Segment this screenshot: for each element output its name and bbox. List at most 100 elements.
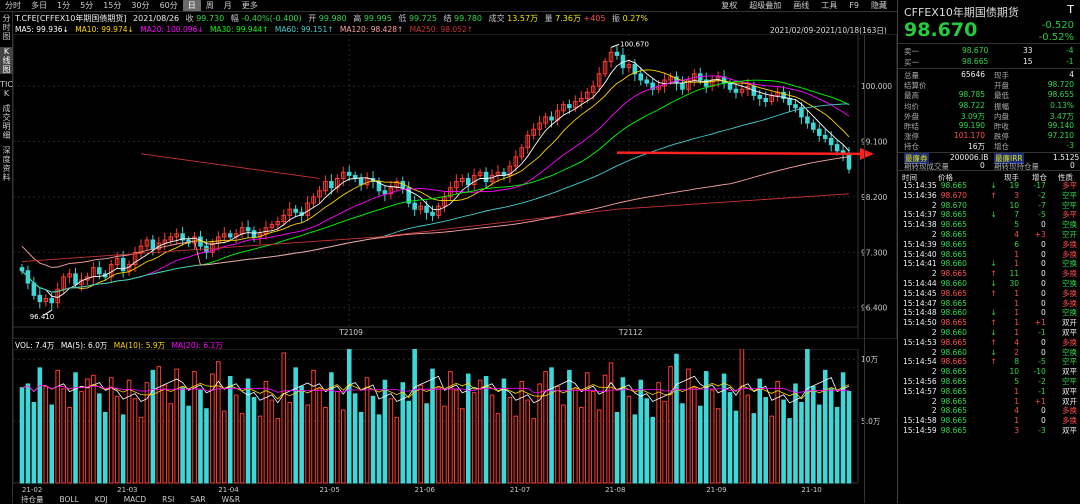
candle-74 [459,174,465,187]
tf-2[interactable]: 1分 [57,1,71,10]
tf-10[interactable]: 更多 [241,1,258,10]
candle-106 [650,78,655,96]
indicator-tabs: 持仓量 BOLL KDJ MACD RSI SAR W&R [13,495,248,504]
ma20-line [21,75,850,293]
chart-scrollbar[interactable] [864,34,872,503]
price-tick-0: 100.000 [861,82,892,91]
volume-bar-58 [364,377,370,484]
indicator-tab-0[interactable]: 持仓量 [21,495,44,504]
tf-5[interactable]: 30分 [131,1,150,10]
volume-bar-113 [692,387,697,484]
tf-3[interactable]: 5分 [80,1,94,10]
tick-oi-chg: 0 [1040,288,1046,298]
tick-time: 15:14:45 [903,288,937,298]
indicator-tab-2[interactable]: KDJ [94,495,108,504]
volume-bar-44 [281,352,287,484]
indicator-tab-6[interactable]: W&R [221,495,241,504]
tf-0[interactable]: 分时 [5,1,21,10]
volume-bar-8 [67,406,72,484]
tick-nature: 空平 [1062,357,1077,367]
tick-row: 15:14:45 98.665 ↑ 1 0 多换 [901,289,1079,299]
tool-1[interactable]: 超级叠加 [749,1,782,10]
tf-4[interactable]: 15分 [103,1,122,10]
volume-bar-78 [483,376,489,484]
candle-37 [239,221,245,239]
tool-3[interactable]: 工具 [821,1,838,10]
volume-bar-91 [561,404,566,484]
candle-2 [31,276,37,300]
nav-2[interactable]: TICK [0,80,13,98]
candlestick-chart[interactable]: 100.000 99.100 98.200 97.300 96.400 T2109 T211… [13,34,897,339]
nav-3[interactable]: 成交明细 [2,104,11,140]
nav-4[interactable]: 深度资料 [2,146,11,182]
candle-91 [561,100,566,115]
tick-qty: 10 [1009,200,1020,210]
candle-46 [293,204,298,218]
volume-bar-128 [781,399,786,484]
tick-dir: ↑ [990,318,997,328]
tf-1[interactable]: 多日 [31,1,47,10]
volume-bar-5 [49,404,55,484]
tf-6[interactable]: 60分 [159,1,178,10]
tick-qty: 3 [1014,425,1020,435]
indicator-tab-1[interactable]: BOLL [59,495,79,504]
volume-bar-4 [43,385,49,484]
nav-1[interactable]: K线图 [0,47,13,74]
indicator-tab-3[interactable]: MACD [123,495,147,504]
tick-row: 15:14:41 98.660 ↓ 1 0 空换 [901,259,1079,269]
tool-4[interactable]: F9 [849,1,859,10]
stat-7-2: 增仓 [994,142,1009,152]
price-tick-3: 97.300 [861,248,887,257]
nav-0[interactable]: 分时图 [2,14,11,41]
tick-header-1: 价格 [938,173,953,182]
tf-9[interactable]: 月 [223,1,232,10]
trade-button[interactable]: T [1067,3,1074,16]
volume-bar-57 [358,411,364,484]
tick-price: 98.670 [940,190,967,200]
indicator-tab-4[interactable]: RSI [162,495,175,504]
tick-row: 2 98.665 10 -10 双平 [901,367,1079,377]
volume-bar-121 [739,349,745,484]
volume-bar-88 [543,371,548,484]
stat-6-1: 101.170 [953,131,985,141]
tick-oi-chg: +3 [1034,229,1046,239]
candle-71 [442,192,447,213]
tick-qty: 10 [1009,367,1020,377]
vol-ma20-label: MA(20): 6.1万 [171,341,223,350]
indicator-tab-5[interactable]: SAR [190,495,206,504]
tf-7[interactable]: 日 [182,0,201,11]
candle-60 [376,177,382,196]
volume-bar-64 [400,382,406,484]
volume-bar-24 [162,384,168,484]
ctd-label[interactable]: 最廉券 [904,153,929,164]
volume-bar-47 [299,385,304,484]
tick-time: 15:14:50 [903,318,937,328]
volume-bar-133 [811,385,816,484]
volume-bar-53 [335,390,340,484]
volume-chart[interactable]: 10万 5.0万 21-02 21-03 21-04 21-05 21-06 21-07 21-… [13,349,897,495]
ask-label: 卖一 [904,47,919,56]
candle-64 [400,176,406,194]
period-toolbar: 分时 多日 1分 5分 15分 30分 60分日周月更多 复权 超级叠加 画线 工具 F9 隐藏 [0,0,897,12]
tick-qty: 1 [1014,396,1020,406]
tool-2[interactable]: 画线 [793,1,810,10]
tick-time: 15:14:38 [903,220,937,230]
irr-label[interactable]: 最廉IRR [994,153,1024,164]
tool-0[interactable]: 复权 [721,1,738,10]
tick-dir: ↑ [990,190,997,200]
ctd-value: 200006.IB [950,153,989,162]
candle-97 [596,67,602,92]
tick-nature: 多换 [1062,298,1077,308]
tf-8[interactable]: 周 [205,1,214,10]
volume-bar-42 [269,399,275,484]
tick-dir [988,230,998,240]
ma250-line [21,193,850,262]
tool-5[interactable]: 隐藏 [871,1,887,10]
vol-tick-0: 10万 [861,355,879,364]
volume-bar-125 [763,397,769,484]
efp-oi-label: 期转现持仓量 [994,162,1039,171]
stat-2-1: 98.785 [958,90,985,100]
tick-dir: ↓ [990,210,997,220]
candle-55 [346,165,352,181]
volume-bar-102 [626,395,632,484]
